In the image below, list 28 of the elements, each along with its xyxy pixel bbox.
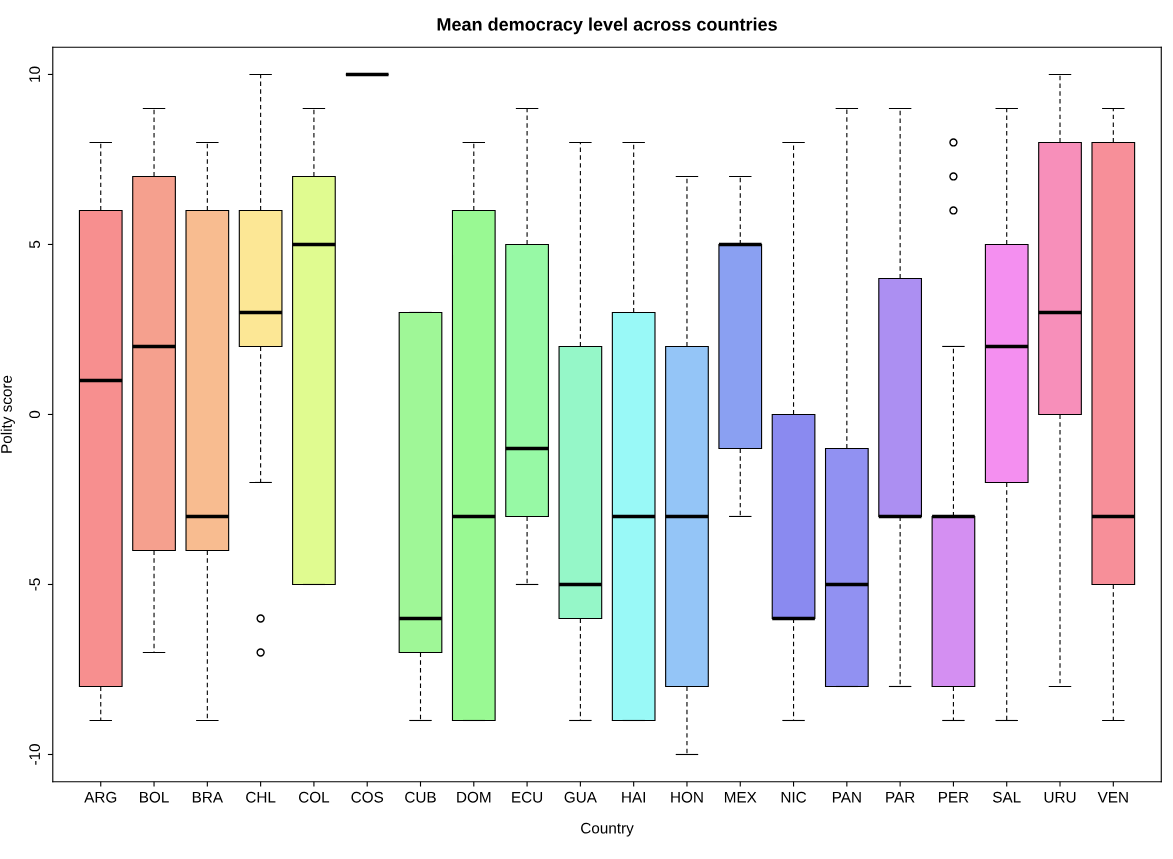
- x-tick-label: ARG: [84, 791, 117, 803]
- x-tick-label: PER: [938, 791, 969, 803]
- x-tick-label: NIC: [781, 791, 807, 803]
- x-tick-label: MEX: [724, 791, 757, 803]
- x-tick-label: DOM: [457, 791, 491, 803]
- y-tick-label: -5: [29, 578, 41, 591]
- x-tick-label: COL: [298, 791, 330, 803]
- x-tick-label: HON: [671, 791, 703, 803]
- x-tick-label: HAI: [622, 791, 645, 803]
- x-tick-label: PAR: [886, 791, 915, 803]
- x-tick-label: ECU: [512, 791, 543, 803]
- x-tick-label: BOL: [140, 791, 169, 803]
- x-tick-label: VEN: [1097, 791, 1128, 803]
- x-tick-label: SAL: [992, 791, 1021, 803]
- y-tick-label: 5: [29, 240, 41, 249]
- x-tick-label: CHL: [246, 791, 276, 803]
- x-tick-label: BRA: [192, 791, 224, 803]
- y-tick-label: 0: [29, 410, 41, 419]
- x-tick-label: GUA: [564, 791, 597, 803]
- x-tick-label: CUB: [405, 791, 436, 803]
- y-axis-title: Polity score: [0, 375, 15, 453]
- x-axis-title: Country: [581, 822, 634, 837]
- chart-title: Mean democracy level across countries: [437, 17, 777, 35]
- x-tick-label: URU: [1044, 791, 1076, 803]
- x-tick-label: PAN: [832, 791, 861, 803]
- y-tick-label: -10: [29, 744, 41, 765]
- y-tick-label: 10: [29, 66, 41, 82]
- x-tick-label: COS: [351, 791, 384, 803]
